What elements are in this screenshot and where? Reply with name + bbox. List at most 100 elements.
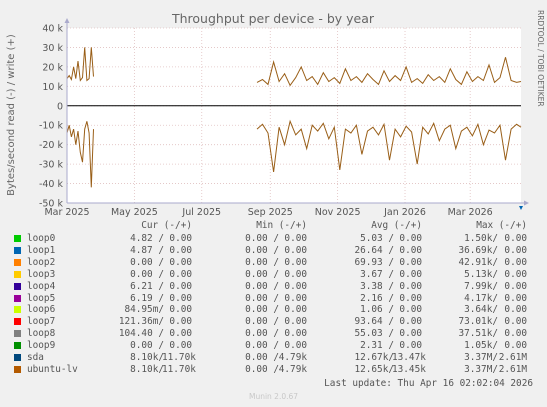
- legend-value-min-r: 0.00 /: [245, 304, 279, 316]
- x-tick-label: Mar 2025: [44, 207, 89, 218]
- y-axis-label: Bytes/second read (-) / write (+): [6, 34, 17, 196]
- chart: Throughput per device - by year Bytes/se…: [6, 10, 545, 219]
- y-tick-label: -40 k: [39, 179, 64, 190]
- legend-device-name: loop6: [27, 304, 56, 316]
- legend-row: loop4 6.21 / 0.00 0.00 / 0.00 3.38 / 0.00 7.99k…: [12, 281, 542, 293]
- legend-value-max-r: 73.01k/: [458, 316, 498, 328]
- legend-value-avg-w: 0.00: [399, 304, 422, 316]
- legend-value-avg-r: 5.03 /: [360, 233, 394, 244]
- legend-value-cur-w: 0.00: [169, 244, 192, 256]
- legend-row: sda 8.10k/11.70k 0.00 /4.79k 12.67k/13.47k 3…: [12, 352, 542, 364]
- tick-labels: 40 k 30 k 20 k 10 k 0 -10 k -20 k -30 k -40 k -50…: [39, 24, 493, 219]
- legend-value-avg-w: 0.00: [399, 328, 422, 340]
- x-tick-label: Nov 2025: [315, 207, 361, 218]
- legend-value-avg-r: 26.64 /: [354, 244, 394, 256]
- legend-value-max-w: 0.00: [504, 256, 527, 268]
- y-axis-arrow: [64, 18, 70, 23]
- legend-swatch: [14, 246, 21, 254]
- legend-value-cur-r: 6.21 /: [130, 280, 164, 292]
- legend-value-cur-w: 0.00: [169, 292, 192, 304]
- legend-value-max-r: 1.05k/: [464, 340, 498, 352]
- axes: [64, 18, 529, 210]
- legend-swatch: [14, 354, 21, 361]
- legend-swatch: [14, 294, 21, 302]
- y-tick-label: 10 k: [42, 82, 63, 93]
- legend-device-name: loop0: [27, 233, 56, 244]
- legend-device-name: loop9: [27, 340, 56, 352]
- legend-value-max-w: 0.00: [504, 292, 527, 304]
- legend-value-cur-w: 0.00: [169, 268, 192, 280]
- legend-device-name: ubuntu-lv: [27, 363, 78, 375]
- legend-value-max-w: 0.00: [504, 280, 527, 292]
- series-ubuntu-lv-read: [66, 121, 94, 188]
- legend-row: loop0 4.82 / 0.00 0.00 / 0.00 5.03 / 0.00 1.50k…: [12, 233, 542, 245]
- legend-swatch: [14, 365, 21, 373]
- legend-device-name: loop7: [27, 316, 56, 328]
- legend-value-cur-w: 11.70k: [162, 352, 196, 363]
- legend-value-max-r: 7.99k/: [464, 280, 498, 292]
- legend-value-avg-r: 3.38 /: [360, 280, 394, 292]
- legend-value-cur-w: 11.70k: [162, 363, 196, 375]
- legend-value-avg-w: 0.00: [399, 292, 422, 304]
- legend-device-name: loop2: [27, 256, 56, 268]
- legend-value-min-w: 0.00: [284, 316, 307, 328]
- legend-value-max-r: 3.37M/: [464, 352, 498, 363]
- legend-value-min-r: 0.00 /: [245, 340, 279, 352]
- series-ubuntu-lv-write: [256, 57, 522, 87]
- legend-value-min-r: 0.00 /: [245, 352, 279, 363]
- legend-value-min-r: 0.00 /: [245, 292, 279, 304]
- legend-value-max-w: 2.61M: [498, 363, 527, 375]
- legend-value-avg-r: 2.16 /: [360, 292, 394, 304]
- legend-value-min-r: 0.00 /: [245, 256, 279, 268]
- legend-value-min-w: 0.00: [284, 268, 307, 280]
- legend-swatch: [14, 235, 21, 242]
- y-tick-label: 30 k: [42, 43, 63, 54]
- legend-header: Cur (-/+) Min (-/+) Avg (-/+) Max (-/+): [12, 220, 527, 232]
- legend-swatch: [14, 270, 21, 278]
- x-tick-label: Jan 2026: [383, 207, 426, 218]
- legend-value-max-r: 1.50k/: [464, 233, 498, 244]
- x-tick-label: May 2025: [111, 207, 158, 218]
- legend-value-min-r: 0.00 /: [245, 244, 279, 256]
- y-tick-label: -30 k: [39, 160, 64, 171]
- legend-value-max-w: 0.00: [504, 244, 527, 256]
- cur-header: Cur (-/+): [141, 220, 192, 231]
- legend-value-avg-r: 93.64 /: [354, 316, 394, 328]
- y-tick-label: -10 k: [39, 121, 64, 132]
- legend-value-cur-r: 0.00 /: [130, 256, 164, 268]
- legend-value-cur-r: 121.36m/: [118, 316, 164, 328]
- legend-value-min-w: 0.00: [284, 244, 307, 256]
- legend-device-name: loop8: [27, 328, 56, 340]
- legend-value-min-w: 4.79k: [278, 352, 307, 363]
- legend-value-max-w: 0.00: [504, 304, 527, 316]
- legend-value-avg-r: 1.06 /: [360, 304, 394, 316]
- legend-value-cur-w: 0.00: [169, 256, 192, 268]
- legend-value-max-r: 36.69k/: [458, 244, 498, 256]
- legend-value-cur-r: 0.00 /: [130, 268, 164, 280]
- legend-swatch: [14, 282, 21, 290]
- legend-value-avg-w: 13.45k: [392, 363, 426, 375]
- legend-row: loop5 6.19 / 0.00 0.00 / 0.00 2.16 / 0.00 4.17k…: [12, 293, 542, 305]
- legend-value-avg-w: 13.47k: [392, 352, 426, 363]
- legend-value-avg-w: 0.00: [399, 233, 422, 244]
- legend-swatch: [14, 342, 21, 350]
- legend-value-avg-w: 0.00: [399, 340, 422, 352]
- series-lines: [66, 47, 522, 188]
- legend-value-avg-r: 12.65k/: [354, 363, 394, 375]
- y-tick-label: 0: [57, 101, 63, 112]
- legend-value-min-r: 0.00 /: [245, 280, 279, 292]
- series-ubuntu-lv-read: [256, 119, 522, 172]
- avg-header: Avg (-/+): [371, 220, 422, 231]
- legend-value-max-r: 4.17k/: [464, 292, 498, 304]
- legend-value-avg-w: 0.00: [399, 268, 422, 280]
- y-tick-label: -50 k: [39, 199, 64, 210]
- y-tick-label: 20 k: [42, 62, 63, 73]
- legend-device-name: loop1: [27, 244, 56, 256]
- legend-value-min-r: 0.00 /: [245, 316, 279, 328]
- legend-value-avg-r: 69.93 /: [354, 256, 394, 268]
- legend-value-min-r: 0.00 /: [245, 233, 279, 244]
- x-tick-label: Mar 2026: [448, 207, 493, 218]
- legend-row: ubuntu-lv 8.10k/11.70k 0.00 /4.79k 12.65k/1…: [12, 364, 542, 376]
- legend-value-min-w: 0.00: [284, 328, 307, 340]
- x-tick-label: Jul 2025: [181, 207, 221, 218]
